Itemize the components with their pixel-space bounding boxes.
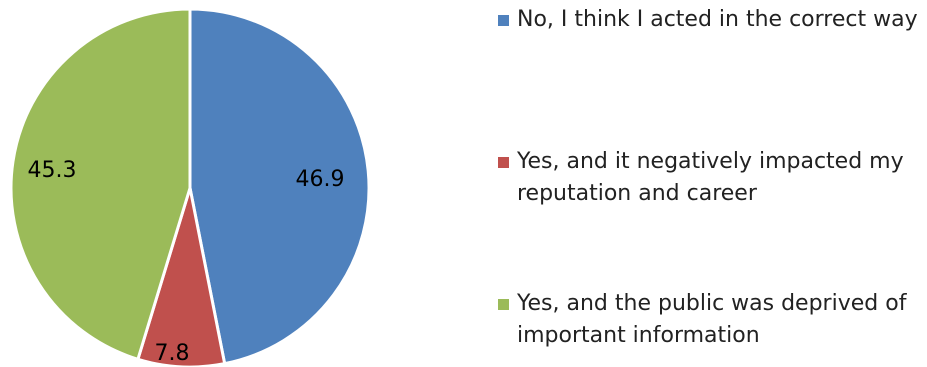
data-label-public-deprived: 45.3 — [28, 158, 77, 183]
legend-swatch-red — [498, 157, 509, 168]
legend-label: No, I think I acted in the correct way — [517, 7, 918, 32]
legend-swatch-blue — [498, 15, 509, 26]
legend-item-public-deprived: Yes, and the public was deprived of impo… — [498, 288, 918, 352]
data-label-correct-way: 46.9 — [296, 167, 345, 192]
legend-label: Yes, and it negatively impacted my reput… — [517, 149, 904, 206]
legend-item-correct-way: No, I think I acted in the correct way — [498, 4, 918, 36]
legend-label: Yes, and the public was deprived of impo… — [517, 291, 907, 348]
data-label-reputation: 7.8 — [155, 341, 190, 366]
chart-legend: No, I think I acted in the correct way Y… — [498, 0, 918, 367]
pie-chart: 46.9 7.8 45.3 — [9, 7, 371, 367]
legend-swatch-green — [498, 299, 509, 310]
legend-item-reputation: Yes, and it negatively impacted my reput… — [498, 146, 918, 210]
pie-slice-correct-way — [188, 7, 371, 366]
pie-slice-public-deprived — [9, 7, 192, 361]
